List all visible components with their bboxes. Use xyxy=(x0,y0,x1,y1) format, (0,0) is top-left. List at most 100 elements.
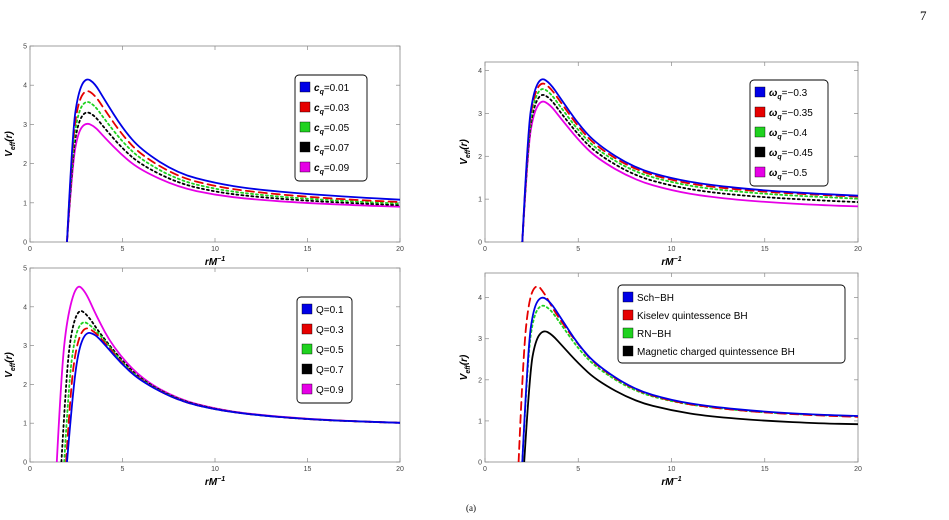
legend-swatch xyxy=(299,121,311,133)
series-line xyxy=(66,332,400,462)
legend-box xyxy=(749,79,829,187)
legend-swatch xyxy=(754,126,766,138)
legend-entry: Q=0.1 xyxy=(316,305,344,316)
legend-entry: Q=0.5 xyxy=(316,345,344,356)
series-line xyxy=(66,90,400,242)
series-line xyxy=(66,101,400,242)
y-tick-label: 5 xyxy=(23,266,27,273)
legend-entry: cq=0.05 xyxy=(314,123,350,136)
x-axis-label: rM−1 xyxy=(661,476,681,488)
y-tick-label: 5 xyxy=(23,44,27,51)
series-line xyxy=(521,78,858,242)
legend-swatch xyxy=(299,101,311,113)
y-tick-label: 4 xyxy=(478,295,482,302)
series-line xyxy=(66,78,400,242)
series-line xyxy=(66,111,400,242)
y-tick-label: 2 xyxy=(478,377,482,384)
legend-entry: Q=0.9 xyxy=(316,385,344,396)
legend-entry: ωq=−0.35 xyxy=(769,108,813,121)
x-tick-label: 15 xyxy=(304,466,312,473)
series-line xyxy=(521,100,858,242)
x-axis-label: rM−1 xyxy=(205,256,225,268)
chart-panel-1: 0 5 10 15 20 0 1 2 3 4 rM−1 Veff(r) ωq=−0.3 ωq=−0.35 ω… xyxy=(459,61,862,268)
legend-entry: Q=0.7 xyxy=(316,365,344,376)
y-tick-label: 0 xyxy=(478,460,482,467)
y-tick-label: 0 xyxy=(23,240,27,247)
y-tick-label: 1 xyxy=(478,418,482,425)
y-axis-label: Veff(r) xyxy=(459,139,472,165)
series-line xyxy=(66,122,400,242)
legend-entry: Q=0.3 xyxy=(316,325,344,336)
legend-swatch xyxy=(622,291,634,303)
legend-swatch xyxy=(299,141,311,153)
y-axis-label: Veff(r) xyxy=(4,352,17,378)
y-tick-label: 3 xyxy=(478,336,482,343)
x-tick-label: 0 xyxy=(483,466,487,473)
page-number: 7 xyxy=(920,8,927,23)
chart-panel-0: 0 5 10 15 20 0 1 2 3 4 5 rM−1 Veff(r) cq=0.01 cq=0.03 c… xyxy=(4,44,404,269)
y-axis-label: Veff(r) xyxy=(4,131,17,157)
chart-panel-2: 0 5 10 15 20 0 1 2 3 4 5 rM−1 Veff(r) Q=0.1 Q=0.3 Q=0.5… xyxy=(4,266,404,489)
legend-entry: Sch−BH xyxy=(637,293,674,304)
legend-entry: Magnetic charged quintessence BH xyxy=(637,347,795,358)
legend-swatch xyxy=(301,303,313,315)
y-tick-label: 3 xyxy=(23,343,27,350)
x-tick-label: 20 xyxy=(854,466,862,473)
x-tick-label: 5 xyxy=(121,466,125,473)
y-tick-label: 2 xyxy=(478,154,482,161)
y-tick-label: 4 xyxy=(23,304,27,311)
legend-box xyxy=(617,284,846,364)
x-axis-label: rM−1 xyxy=(205,476,225,488)
legend-swatch xyxy=(622,345,634,357)
x-tick-label: 20 xyxy=(854,246,862,253)
y-tick-label: 3 xyxy=(478,111,482,118)
x-tick-label: 20 xyxy=(396,246,404,253)
subfigure-label: (a) xyxy=(466,503,476,513)
series-line xyxy=(521,94,858,242)
legend-entry: cq=0.07 xyxy=(314,143,350,156)
x-tick-label: 15 xyxy=(304,246,312,253)
legend-swatch xyxy=(754,86,766,98)
legend-entry: cq=0.01 xyxy=(314,83,350,96)
x-tick-label: 10 xyxy=(211,466,219,473)
x-tick-label: 10 xyxy=(668,466,676,473)
legend-swatch xyxy=(301,363,313,375)
x-tick-label: 10 xyxy=(211,246,219,253)
legend-swatch xyxy=(754,166,766,178)
legend-entry: RN−BH xyxy=(637,329,671,340)
legend-swatch xyxy=(301,323,313,335)
legend-entry: Kiselev quintessence BH xyxy=(637,311,748,322)
x-tick-label: 15 xyxy=(761,466,769,473)
x-tick-label: 5 xyxy=(576,246,580,253)
legend-swatch xyxy=(299,161,311,173)
legend-swatch xyxy=(754,146,766,158)
legend-swatch xyxy=(622,327,634,339)
x-tick-label: 0 xyxy=(28,466,32,473)
series-line xyxy=(521,88,858,242)
legend-swatch xyxy=(301,383,313,395)
legend-swatch xyxy=(301,343,313,355)
y-tick-label: 2 xyxy=(23,382,27,389)
series-line xyxy=(521,296,858,462)
legend-swatch xyxy=(754,106,766,118)
series-line xyxy=(521,82,858,242)
y-tick-label: 3 xyxy=(23,122,27,129)
legend-box xyxy=(296,296,353,404)
y-tick-label: 4 xyxy=(478,68,482,75)
legend-box xyxy=(294,74,368,182)
legend-entry: ωq=−0.3 xyxy=(769,88,808,101)
y-tick-label: 0 xyxy=(478,240,482,247)
y-tick-label: 1 xyxy=(23,421,27,428)
chart-panel-3: 0 5 10 15 20 0 1 2 3 4 rM−1 Veff(r) Sch−BH Kiselev qu… xyxy=(459,272,862,488)
y-tick-label: 4 xyxy=(23,83,27,90)
x-axis-label: rM−1 xyxy=(661,256,681,268)
x-tick-label: 20 xyxy=(396,466,404,473)
legend-entry: cq=0.03 xyxy=(314,103,350,116)
x-tick-label: 5 xyxy=(576,466,580,473)
legend-swatch xyxy=(299,81,311,93)
legend-entry: ωq=−0.5 xyxy=(769,168,808,181)
legend-entry: cq=0.09 xyxy=(314,163,350,176)
x-tick-label: 0 xyxy=(28,246,32,253)
x-tick-label: 5 xyxy=(121,246,125,253)
